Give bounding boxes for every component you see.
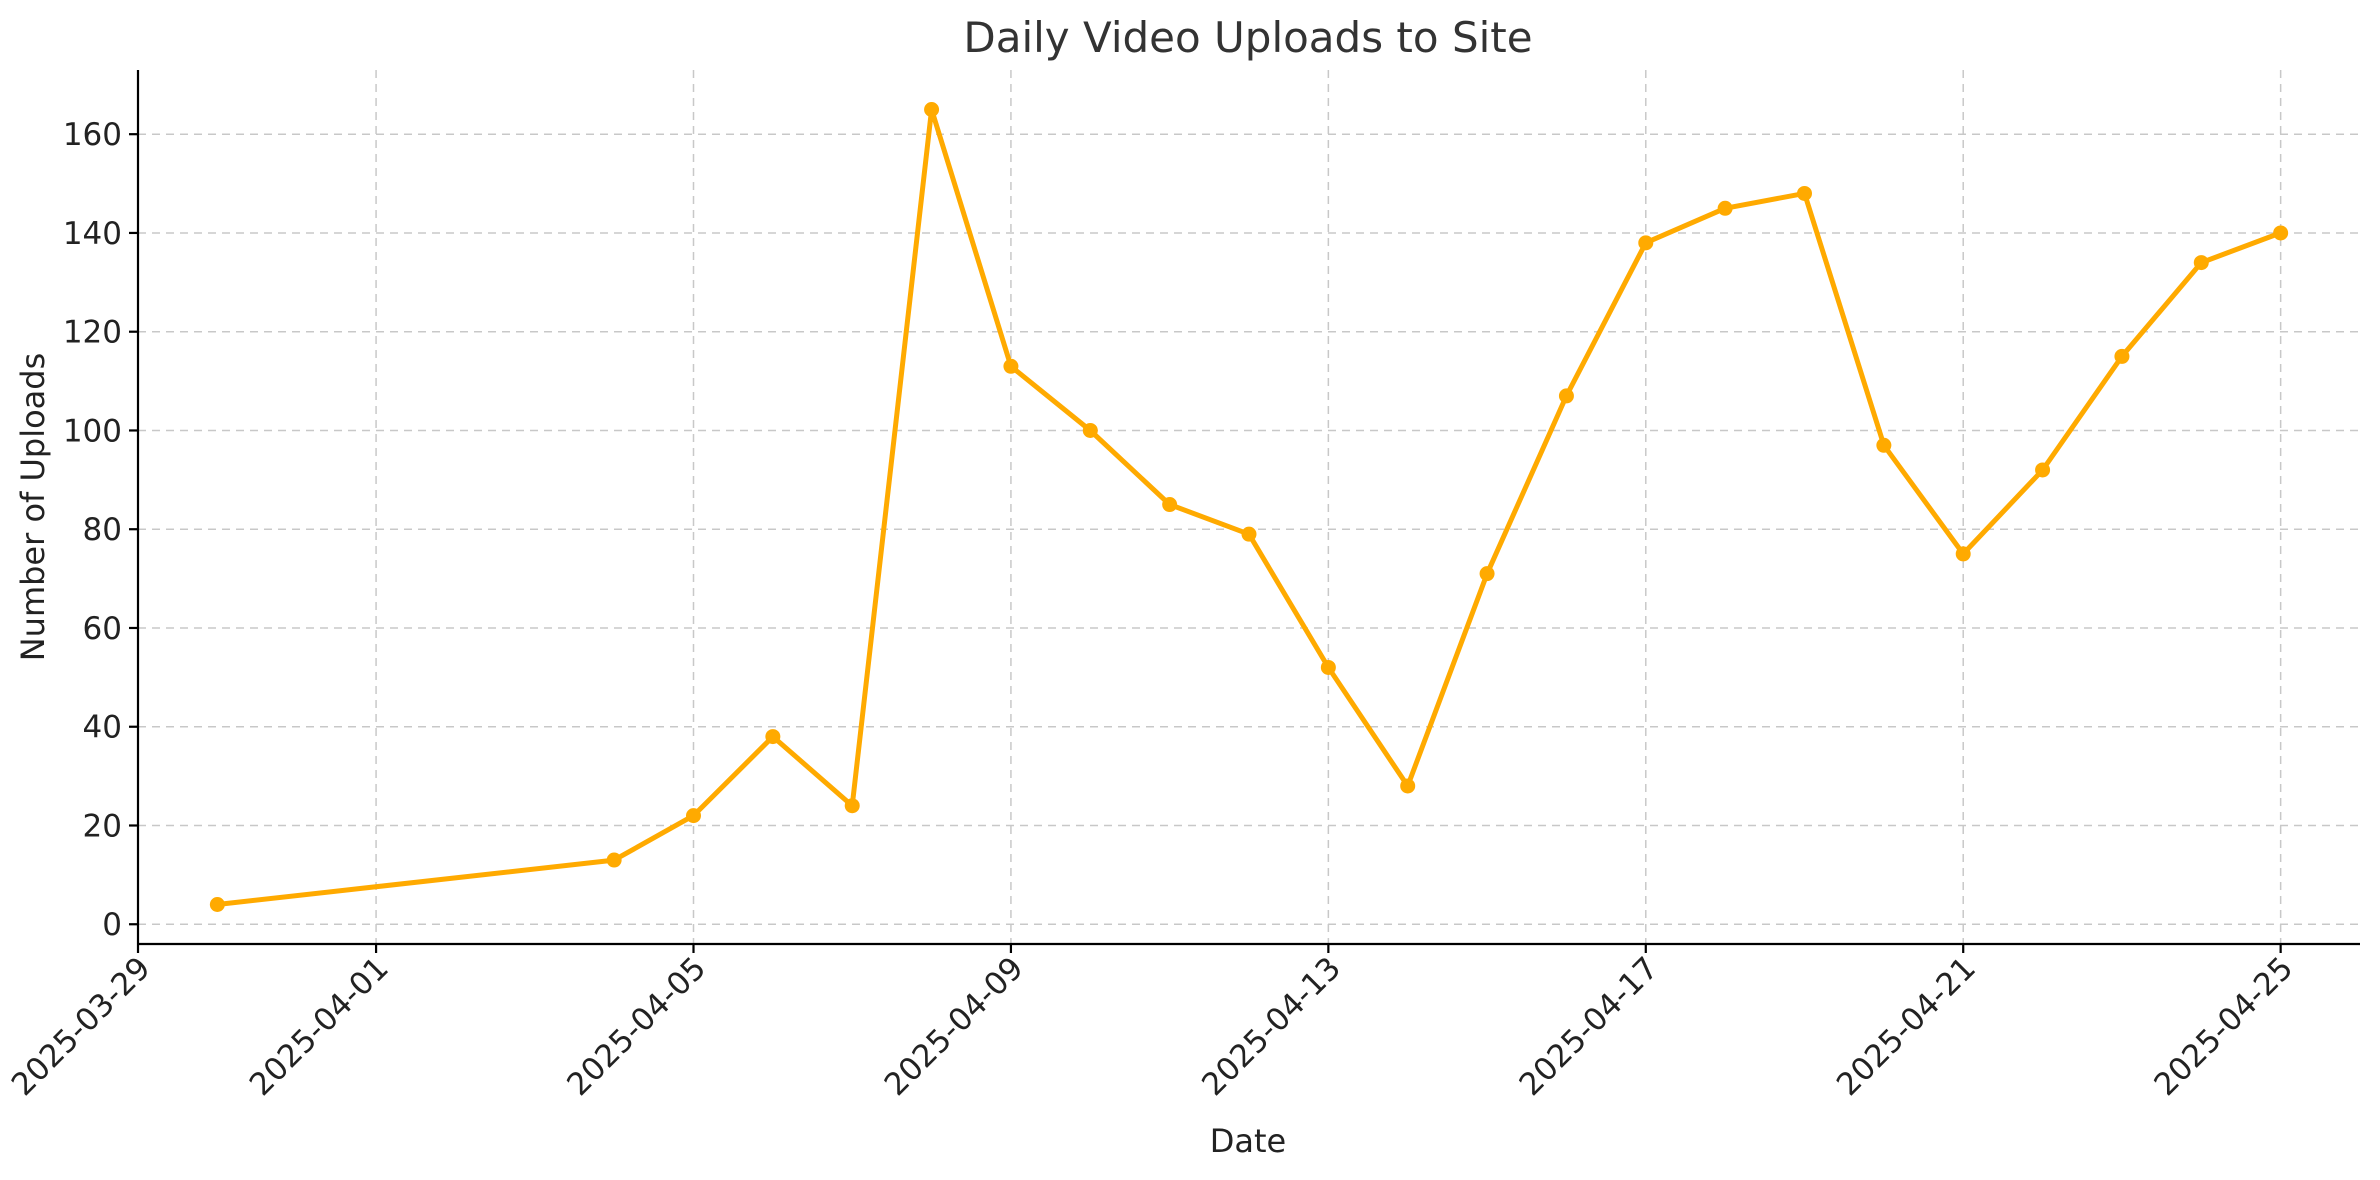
y-tick-label: 160: [63, 117, 122, 153]
data-point: [765, 729, 781, 745]
y-tick-label: 20: [83, 808, 122, 844]
tick-labels: 0 20 40 60 80 100 120 140 160 2025-03-29 2025-04-0…: [5, 117, 2300, 1103]
data-series: [209, 102, 2289, 912]
y-tick-label: 100: [63, 413, 122, 449]
axes: [129, 70, 2360, 953]
x-tick-label: 2025-04-05: [560, 950, 713, 1103]
data-point: [2193, 255, 2209, 271]
data-point: [1717, 200, 1733, 216]
data-point: [1955, 546, 1971, 562]
x-tick-label: 2025-04-25: [2147, 950, 2300, 1103]
series-line: [214, 107, 2284, 907]
data-point: [1003, 358, 1019, 374]
chart-title: Daily Video Uploads to Site: [963, 13, 1532, 62]
data-point: [2273, 225, 2289, 241]
data-point: [1320, 659, 1336, 675]
y-tick-label: 120: [63, 315, 122, 351]
y-tick-label: 60: [83, 611, 122, 647]
x-tick-label: 2025-04-13: [1195, 950, 1348, 1103]
data-point: [209, 896, 225, 912]
x-tick-label: 2025-04-01: [243, 950, 396, 1103]
data-point: [2035, 462, 2051, 478]
x-tick-label: 2025-04-17: [1513, 950, 1666, 1103]
data-point: [1162, 497, 1178, 513]
data-point: [606, 852, 622, 868]
y-axis-label: Number of Uploads: [14, 353, 52, 662]
x-axis-label: Date: [1210, 1122, 1286, 1160]
grid: [137, 70, 2360, 944]
y-tick-label: 0: [102, 907, 122, 943]
data-point: [1241, 526, 1257, 542]
x-tick-label: 2025-04-09: [878, 950, 1031, 1103]
x-tick-label: 2025-04-21: [1830, 950, 1983, 1103]
data-point: [1876, 437, 1892, 453]
y-tick-label: 40: [83, 710, 122, 746]
data-point: [924, 102, 940, 118]
data-point: [686, 808, 701, 824]
data-point: [1479, 566, 1495, 582]
y-tick-label: 80: [83, 512, 122, 548]
data-point: [1400, 778, 1416, 794]
y-tick-label: 140: [63, 216, 122, 252]
data-point: [2114, 348, 2130, 364]
data-point: [844, 798, 860, 814]
data-point: [1558, 388, 1574, 404]
data-point: [1797, 185, 1812, 201]
data-point: [1082, 422, 1098, 438]
x-tick-label: 2025-03-29: [5, 950, 158, 1103]
data-point: [1638, 235, 1654, 251]
